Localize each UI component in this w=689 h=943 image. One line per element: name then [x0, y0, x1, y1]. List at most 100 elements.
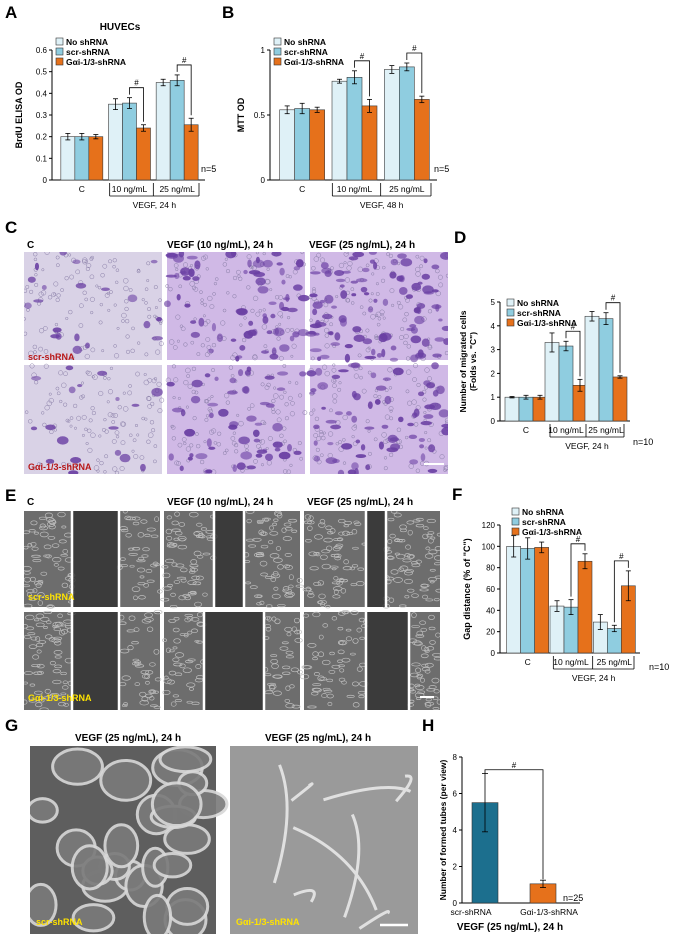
cell-outline: [296, 577, 303, 584]
stained-cell: [24, 302, 32, 309]
cell-outline: [430, 536, 436, 540]
legend-swatch: [511, 507, 520, 516]
stained-cell: [399, 274, 405, 283]
stained-cell: [308, 330, 316, 335]
cell-outline: [24, 624, 29, 629]
cell-outline: [290, 667, 300, 673]
pore: [104, 429, 109, 434]
pore: [99, 460, 104, 466]
cell-outline: [184, 595, 192, 601]
stained-cell: [151, 387, 163, 397]
cell-outline: [338, 577, 345, 583]
stained-cell: [295, 259, 304, 268]
x-tick-label: Gαi-1/3-shRNA: [520, 907, 578, 917]
stained-cell: [286, 307, 298, 313]
pore: [131, 326, 135, 331]
significance-bracket: [354, 60, 370, 97]
pore: [266, 267, 270, 271]
cell-outline: [422, 533, 429, 540]
pore: [232, 294, 237, 299]
y-axis-label: Gap distance (% of "C"): [462, 538, 472, 640]
cell-outline: [191, 628, 199, 634]
cell-outline: [33, 618, 40, 622]
pore: [79, 303, 84, 309]
pore: [332, 363, 336, 367]
cell-outline: [197, 533, 205, 539]
cell-outline: [140, 670, 150, 675]
y-tick-label: 0.1: [36, 154, 48, 163]
bar: [544, 342, 560, 422]
cell-outline: [433, 657, 440, 661]
cell-outline: [62, 685, 69, 690]
pore: [331, 393, 338, 399]
pore: [359, 305, 364, 309]
cell-outline: [162, 689, 171, 695]
sample-size-label: n=5: [201, 164, 216, 174]
pore: [283, 439, 287, 444]
cell-outline: [60, 692, 67, 696]
stained-cell: [271, 252, 282, 257]
y-axis-label: (Folds vs. "C"): [468, 332, 478, 391]
cell-outline: [24, 699, 28, 705]
y-tick-label: 60: [486, 585, 495, 594]
pore: [211, 342, 217, 348]
cell-outline: [406, 520, 415, 525]
cell-outline: [128, 547, 135, 551]
cell-outline: [173, 537, 180, 541]
cell-outline: [325, 525, 333, 531]
stained-cell: [382, 377, 392, 381]
pore: [271, 398, 276, 404]
cell-outline: [325, 604, 331, 609]
pore: [205, 318, 211, 324]
stained-cell: [373, 261, 378, 270]
cell-outline: [163, 675, 169, 680]
stained-cell: [211, 323, 217, 332]
stained-cell: [327, 331, 333, 335]
pore: [422, 397, 427, 402]
stained-cell: [313, 440, 318, 446]
pore: [247, 406, 251, 411]
pore: [288, 380, 292, 384]
tube-segment: [323, 786, 412, 802]
cell-outline: [195, 664, 202, 669]
stained-cell: [172, 253, 184, 263]
pore: [285, 327, 291, 333]
cell-outline: [54, 655, 62, 659]
sample-size-label: n=10: [649, 662, 669, 672]
stained-cell: [340, 290, 348, 299]
x-tick-label: 25 ng/mL: [588, 425, 624, 435]
stained-cell: [165, 274, 177, 278]
stained-cell: [370, 372, 377, 379]
pore: [213, 441, 218, 445]
cell-outline: [144, 693, 153, 699]
cell-outline: [62, 548, 68, 554]
cell-outline: [405, 544, 412, 550]
stained-cell: [431, 289, 439, 293]
pore: [154, 306, 158, 310]
pore: [225, 400, 230, 405]
pore: [203, 302, 207, 307]
cell-outline: [24, 671, 33, 676]
cell-outline: [131, 641, 139, 645]
stained-cell: [375, 385, 387, 391]
cell-outline: [339, 640, 346, 645]
cell-outline: [157, 589, 163, 594]
pore: [48, 397, 54, 404]
cell-outline: [319, 677, 327, 681]
pore: [415, 468, 421, 473]
pore: [338, 440, 343, 445]
pore: [388, 452, 394, 458]
pore: [342, 461, 347, 465]
pore: [98, 434, 102, 438]
cell-outline: [272, 570, 279, 577]
stained-cell: [406, 327, 416, 331]
chart-a: 0 0.1 0.2 0.3 0.4 0.5 0.6 BrdU ELISA OD # # C 10 ng…: [14, 22, 216, 210]
stained-cell: [246, 366, 252, 373]
stained-cell: [241, 386, 249, 394]
cell-outline: [312, 683, 322, 687]
cell-outline: [271, 616, 277, 622]
pore: [224, 448, 229, 453]
cell-outline: [432, 707, 440, 710]
cell-outline: [119, 557, 126, 561]
pore: [286, 469, 292, 474]
